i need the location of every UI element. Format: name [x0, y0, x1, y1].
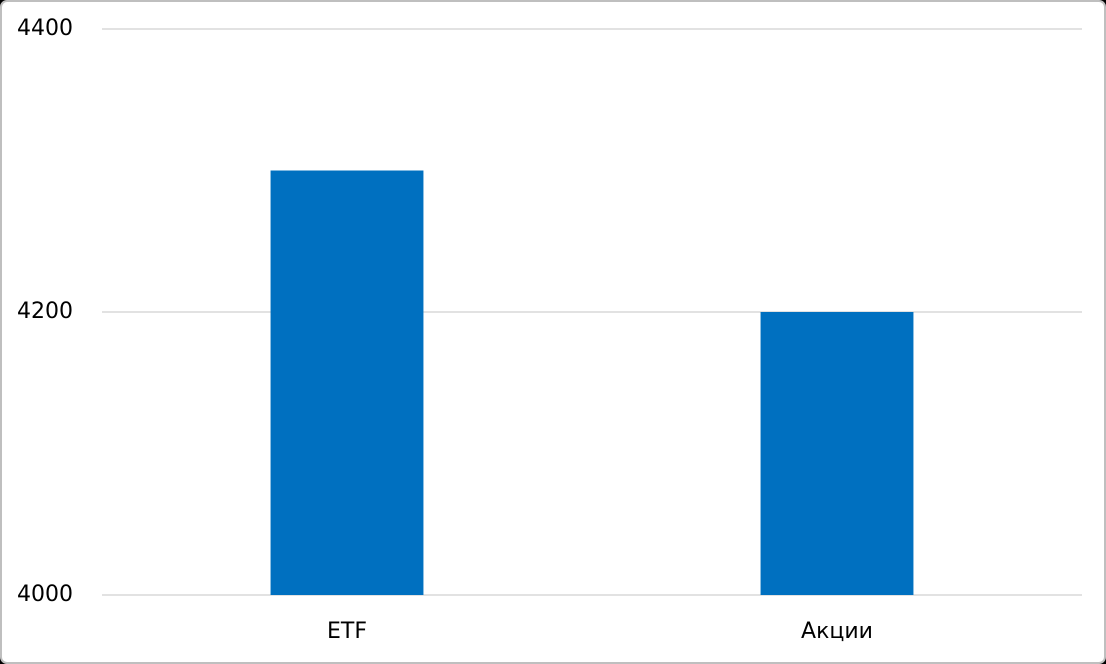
- x-tick-label: Акции: [801, 619, 873, 644]
- bar: [760, 312, 914, 595]
- y-tick-label: 4200: [17, 299, 73, 324]
- bar: [270, 170, 424, 595]
- y-tick-label: 4000: [17, 582, 73, 607]
- x-tick-label: ETF: [327, 619, 367, 644]
- y-tick-label: 4400: [17, 16, 73, 41]
